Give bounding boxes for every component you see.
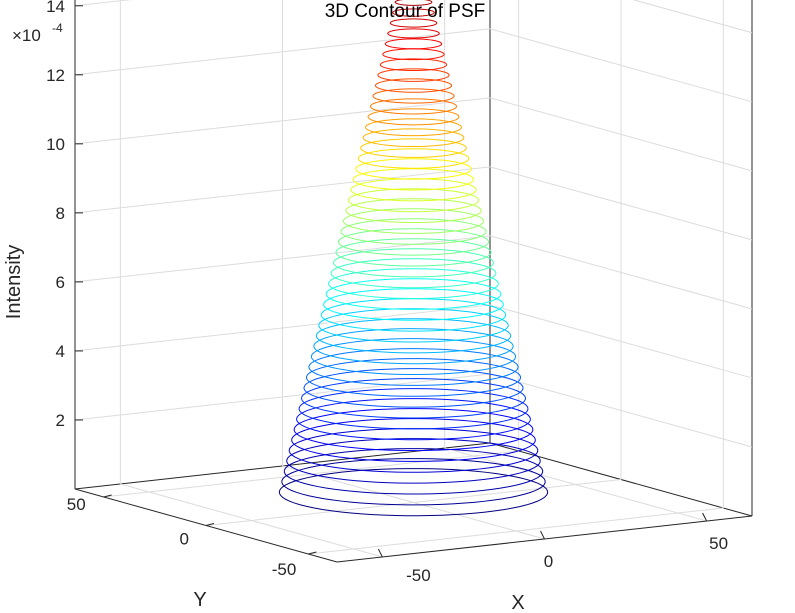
contour-ring <box>340 218 487 245</box>
contour-ring <box>293 408 534 452</box>
tick-labels: 2 4 6 8 10 12 14 -50 0 50 -50 0 50 <box>46 0 728 585</box>
contour-ring <box>303 368 524 408</box>
contour-ring <box>382 48 445 61</box>
contour-ring <box>281 458 546 506</box>
y-tick-label: 50 <box>67 495 86 514</box>
z-tick-label: 10 <box>46 135 65 154</box>
contour-ring <box>357 148 470 169</box>
chart-title: 3D Contour of PSF <box>325 1 486 22</box>
contour-ring <box>387 28 440 39</box>
contour-ring <box>315 318 512 354</box>
x-tick-mark <box>377 548 383 558</box>
y-tick-label: -50 <box>272 560 297 579</box>
contour-ring <box>328 268 499 300</box>
z-tick-label: 8 <box>56 204 65 223</box>
contour-ring <box>374 78 453 93</box>
z-tick-label: 4 <box>56 342 65 361</box>
z-exponent-power: -4 <box>52 21 63 35</box>
grid-y-line <box>308 507 724 555</box>
contour-ring <box>320 298 507 332</box>
x-tick-mark <box>540 530 545 540</box>
contour-ring <box>347 188 480 213</box>
contour-ring <box>389 18 438 28</box>
z-tick-label: 14 <box>46 0 65 16</box>
contour-ring <box>310 338 517 376</box>
contour-ring <box>342 208 485 234</box>
contour-ring <box>365 118 462 137</box>
contour-ring <box>335 238 492 267</box>
z-exponent-label: ×10 -4 <box>12 21 63 45</box>
x-tick-label: -50 <box>406 566 431 585</box>
contour-ring <box>298 388 529 430</box>
contour-ring <box>278 468 549 517</box>
contour-ring <box>330 258 497 289</box>
axes-front-edges <box>74 5 753 563</box>
contour-ring <box>384 38 443 50</box>
contour-ring <box>360 138 467 158</box>
contour-ring <box>345 198 482 224</box>
contour-ring <box>305 358 522 397</box>
contour-ring <box>367 108 460 126</box>
contour-lines <box>278 0 549 517</box>
contour-ring <box>283 448 544 495</box>
z-tick-label: 12 <box>46 66 65 85</box>
z-exponent-base: ×10 <box>12 26 41 45</box>
contour-ring <box>291 418 536 462</box>
contour-ring <box>362 128 465 148</box>
x-tick-label: 50 <box>709 534 728 553</box>
contour-ring <box>338 228 489 256</box>
y-tick-mark <box>205 523 215 526</box>
y-tick-label: 0 <box>180 530 189 549</box>
grid-lines <box>74 0 753 558</box>
x-tick-label: 0 <box>544 552 553 571</box>
contour-ring <box>379 58 448 72</box>
y-tick-mark <box>103 494 112 498</box>
contour-ring <box>318 308 509 343</box>
x-tick-mark <box>702 512 708 522</box>
contour-ring <box>323 288 504 321</box>
contour-ring <box>394 0 433 6</box>
contour-ring <box>325 278 502 310</box>
contour-ring <box>333 248 494 278</box>
contour-ring <box>286 438 541 484</box>
contour-ring <box>370 98 457 115</box>
contour-ring <box>313 328 514 365</box>
y-axis-label: Y <box>193 589 206 611</box>
grid-z-line <box>632 0 753 34</box>
contour-ring <box>308 348 519 386</box>
x-axis-label: X <box>511 592 524 613</box>
grid-y-line <box>205 479 622 526</box>
y-tick-mark <box>308 551 317 555</box>
z-tick-label: 6 <box>56 273 65 292</box>
contour-ring <box>355 158 472 180</box>
contour-ring <box>296 398 531 441</box>
contour-ring <box>372 88 455 104</box>
z-tick-label: 2 <box>56 411 65 430</box>
contour-ring <box>352 168 475 191</box>
z-axis-label: Intensity <box>3 245 25 319</box>
contour-ring <box>392 8 435 17</box>
contour-ring <box>377 68 450 82</box>
contour-ring <box>301 378 526 419</box>
